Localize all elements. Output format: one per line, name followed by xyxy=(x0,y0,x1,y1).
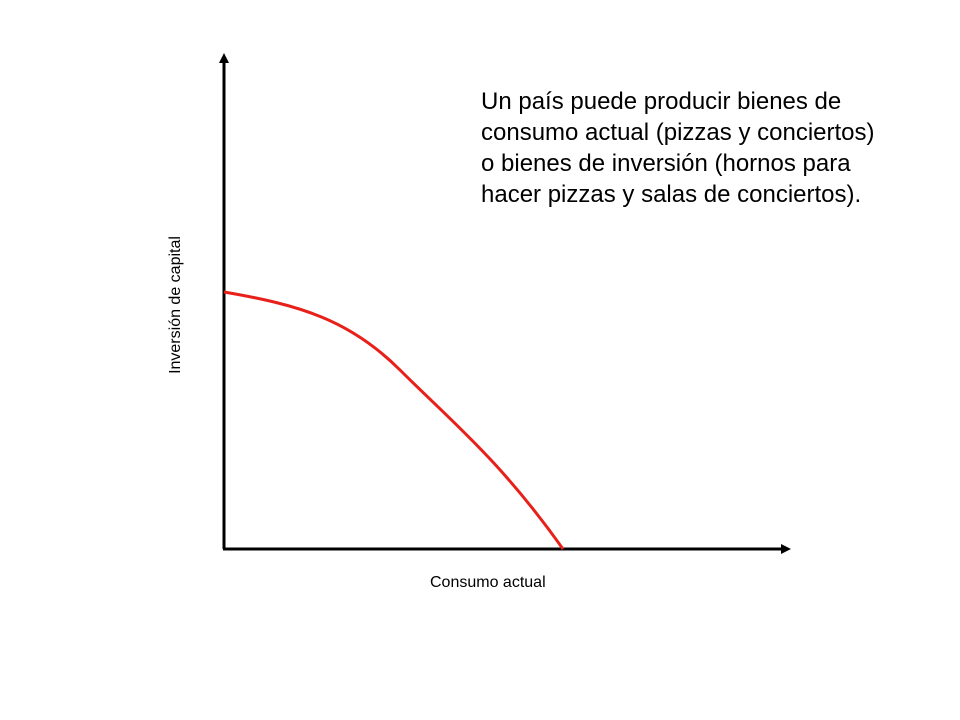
production-possibilities-curve xyxy=(223,290,565,550)
caption-line: o bienes de inversión (hornos para xyxy=(481,150,851,177)
caption-line: hacer pizzas y salas de conciertos). xyxy=(481,181,862,208)
x-axis-label: Consumo actual xyxy=(430,574,546,591)
caption-line: Un país puede producir bienes de xyxy=(481,88,842,115)
caption-line: consumo actual (pizzas y conciertos) xyxy=(481,119,875,146)
y-axis-label: Inversión de capital xyxy=(167,236,184,374)
caption-text: Un país puede producir bienes de consumo… xyxy=(481,86,941,210)
